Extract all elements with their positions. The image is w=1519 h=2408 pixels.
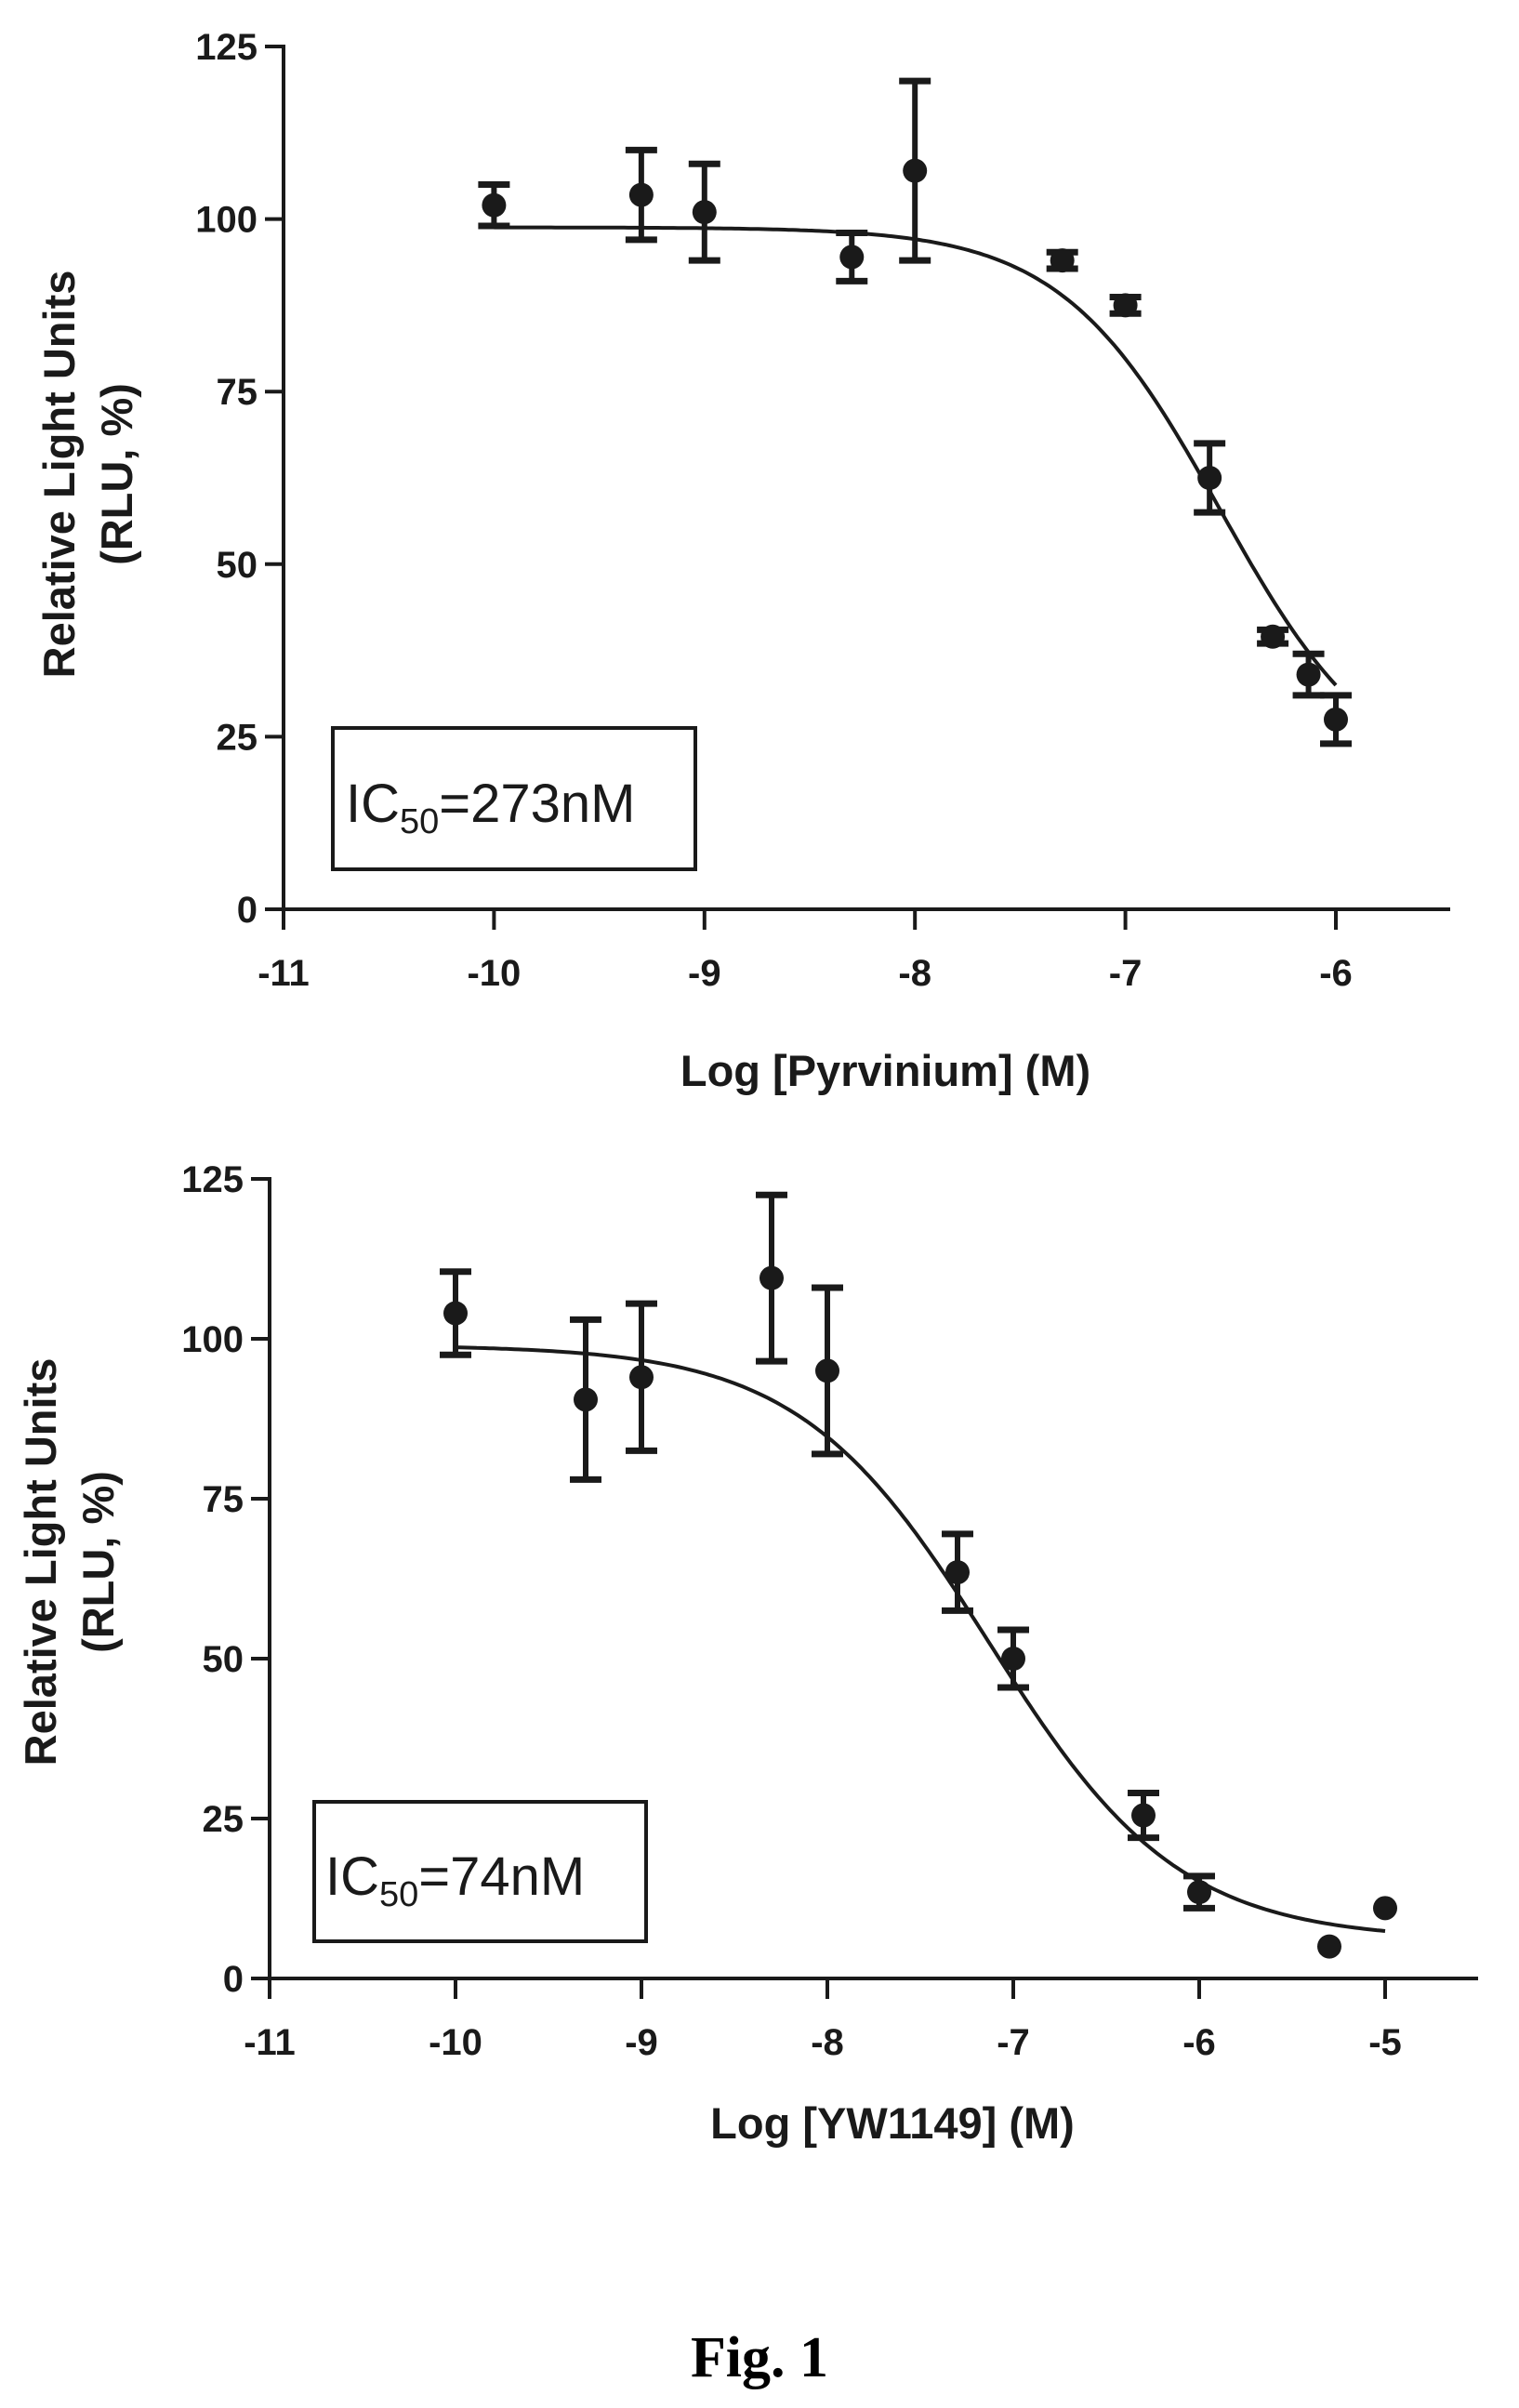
data-point bbox=[903, 158, 928, 183]
data-point bbox=[1296, 662, 1321, 687]
y-tick-label: 100 bbox=[181, 1319, 244, 1360]
x-tick-label: -7 bbox=[997, 2022, 1030, 2063]
data-point bbox=[1317, 1934, 1341, 1959]
x-tick-label: -11 bbox=[258, 953, 310, 994]
data-point bbox=[760, 1265, 784, 1290]
ic50-label: IC50=74nM bbox=[325, 1846, 585, 1914]
y-axis-subtitle: (RLU, %) bbox=[92, 383, 141, 565]
data-point bbox=[1050, 248, 1075, 273]
data-point bbox=[629, 1365, 654, 1390]
y-axis-title: Relative Light Units bbox=[16, 1358, 65, 1766]
data-point bbox=[443, 1301, 468, 1326]
x-tick-label: -8 bbox=[898, 953, 931, 994]
data-point bbox=[1001, 1647, 1025, 1671]
x-tick-label: -10 bbox=[429, 2022, 482, 2063]
x-axis-title: Log [Pyrvinium] (M) bbox=[680, 1046, 1090, 1095]
y-tick-label: 50 bbox=[217, 545, 258, 586]
y-axis-title: Relative Light Units bbox=[34, 271, 84, 679]
figure-caption: Fig. 1 bbox=[691, 2326, 828, 2389]
data-point bbox=[574, 1387, 598, 1412]
data-point bbox=[692, 200, 717, 225]
ic50-label: IC50=273nM bbox=[346, 774, 636, 841]
chart-pyrvinium: 0 25 50 75 100 125 -11 -10 -9 -8 -7 -6 Log [Pyrviniu… bbox=[34, 27, 1450, 1095]
data-point bbox=[945, 1560, 970, 1585]
data-point bbox=[1324, 707, 1348, 732]
data-point bbox=[1131, 1803, 1156, 1828]
x-tick-label: -5 bbox=[1368, 2022, 1402, 2063]
ic50-box bbox=[312, 1800, 648, 1943]
y-tick-label: 100 bbox=[195, 200, 258, 241]
x-axis-title: Log [YW1149] (M) bbox=[710, 2098, 1075, 2148]
x-tick-label: -7 bbox=[1109, 953, 1143, 994]
y-tick-label: 50 bbox=[203, 1639, 244, 1680]
y-tick-label: 125 bbox=[195, 27, 258, 68]
y-tick-label: 25 bbox=[217, 717, 258, 758]
x-tick-label: -6 bbox=[1319, 953, 1353, 994]
y-axis-subtitle: (RLU, %) bbox=[73, 1471, 123, 1653]
y-tick-label: 125 bbox=[181, 1159, 244, 1200]
data-point bbox=[1261, 624, 1286, 649]
y-tick-label: 75 bbox=[217, 372, 258, 413]
data-point bbox=[482, 192, 507, 218]
x-tick-label: -8 bbox=[811, 2022, 844, 2063]
y-tick-label: 0 bbox=[237, 890, 258, 931]
chart-yw1149: 0 25 50 75 100 125 -11 -10 -9 -8 -7 -6 -5 Log [YW1149… bbox=[16, 1159, 1478, 2148]
x-tick-label: -10 bbox=[467, 953, 521, 994]
data-point bbox=[1187, 1880, 1211, 1905]
x-tick-label: -9 bbox=[688, 953, 721, 994]
data-point bbox=[1197, 466, 1222, 490]
y-tick-label: 25 bbox=[203, 1799, 244, 1840]
x-tick-label: -6 bbox=[1182, 2022, 1216, 2063]
data-point bbox=[1373, 1896, 1397, 1921]
fit-curve bbox=[455, 1345, 1386, 1933]
y-tick-label: 75 bbox=[203, 1479, 244, 1520]
x-tick-label: -11 bbox=[244, 2022, 296, 2063]
data-point bbox=[1113, 293, 1138, 318]
data-point bbox=[815, 1358, 839, 1383]
data-point bbox=[628, 182, 654, 207]
ic50-box bbox=[331, 726, 697, 871]
y-tick-label: 0 bbox=[223, 1959, 244, 2000]
x-tick-label: -9 bbox=[625, 2022, 658, 2063]
data-point bbox=[839, 245, 865, 270]
